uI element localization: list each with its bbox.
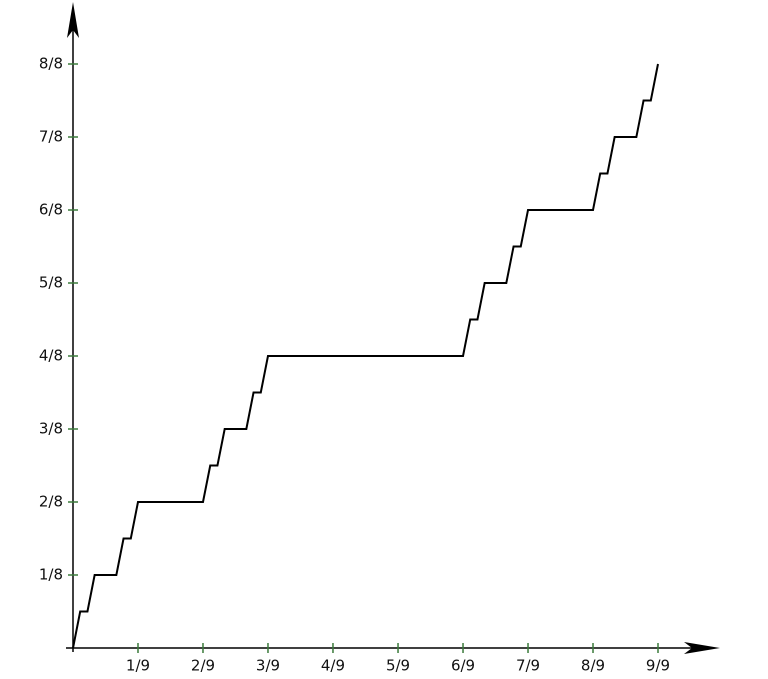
y-tick-label: 6/8 <box>39 201 63 219</box>
x-tick-label: 8/9 <box>581 657 605 675</box>
y-tick-label: 1/8 <box>39 566 63 584</box>
x-axis-arrow <box>684 642 720 654</box>
x-tick-label: 7/9 <box>516 657 540 675</box>
x-tick-label: 5/9 <box>386 657 410 675</box>
y-tick-label: 3/8 <box>39 420 63 438</box>
y-tick-label: 4/8 <box>39 347 63 365</box>
x-tick-label: 4/9 <box>321 657 345 675</box>
x-tick-label: 3/9 <box>256 657 280 675</box>
series-line <box>72 63 659 649</box>
y-tick-label: 2/8 <box>39 493 63 511</box>
x-tick-label: 9/9 <box>646 657 670 675</box>
x-tick-label: 1/9 <box>126 657 150 675</box>
x-tick-label: 2/9 <box>191 657 215 675</box>
x-tick-label: 6/9 <box>451 657 475 675</box>
y-axis-arrow <box>67 2 79 38</box>
y-tick-label: 5/8 <box>39 274 63 292</box>
y-tick-label: 7/8 <box>39 128 63 146</box>
y-tick-label: 8/8 <box>39 55 63 73</box>
